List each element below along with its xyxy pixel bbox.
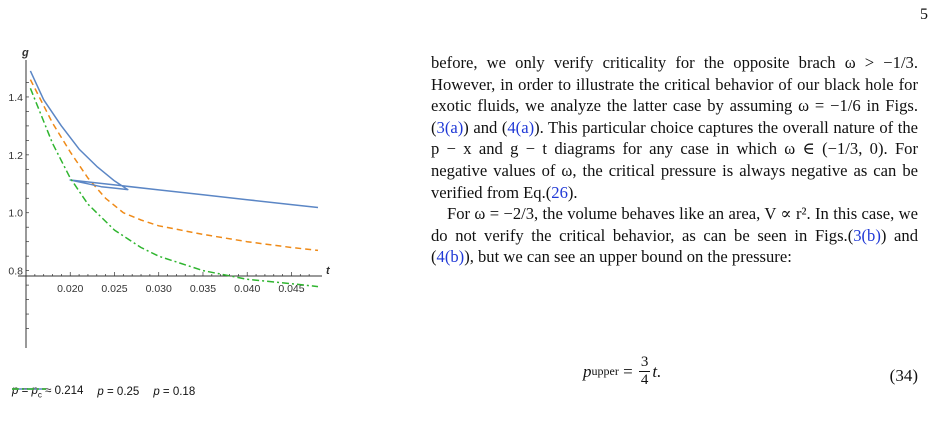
ref-fig-3a[interactable]: 3(a) bbox=[436, 117, 464, 137]
series-line-1 bbox=[29, 70, 319, 209]
x-tick-label: 0.040 bbox=[234, 283, 260, 295]
figure-g-vs-t: 0.020 0.025 0.030 0.035 0.040 0.045 0.8 1.0 1.2 1… bbox=[0, 40, 400, 420]
ref-fig-4a[interactable]: 4(a) bbox=[507, 117, 535, 137]
x-tick-label: 0.030 bbox=[146, 283, 172, 295]
page-number: 5 bbox=[920, 6, 928, 23]
y-tick-label: 0.8 bbox=[8, 266, 23, 278]
y-tick-label: 1.0 bbox=[8, 208, 23, 220]
g-t-chart: 0.020 0.025 0.030 0.035 0.040 0.045 0.8 1.0 1.2 1… bbox=[8, 47, 331, 348]
y-tick-label: 1.4 bbox=[8, 92, 23, 104]
series-line-0 bbox=[29, 79, 319, 252]
legend-item-p018: p = 0.18 bbox=[12, 386, 196, 399]
equation-number: (34) bbox=[889, 366, 918, 385]
x-axis-label: t bbox=[326, 265, 331, 277]
x-tick-label: 0.020 bbox=[57, 283, 83, 295]
ref-fig-3b[interactable]: 3(b) bbox=[853, 225, 881, 245]
y-axis-label: g bbox=[21, 47, 29, 59]
body-text: before, we only verify criticality for t… bbox=[431, 52, 918, 268]
x-tick-label: 0.035 bbox=[190, 283, 216, 295]
x-tick-label: 0.025 bbox=[101, 283, 127, 295]
paragraph-1: before, we only verify criticality for t… bbox=[431, 53, 918, 202]
paragraph-2: For ω = −2/3, the volume behaves like an… bbox=[431, 204, 918, 267]
ref-eq-26[interactable]: 26 bbox=[551, 182, 568, 202]
chart-legend: p = pc ≈ 0.214 p = 0.25 p = 0.18 bbox=[12, 385, 209, 399]
x-tick-label: 0.045 bbox=[278, 283, 304, 295]
ref-fig-4b[interactable]: 4(b) bbox=[436, 247, 465, 267]
y-tick-label: 1.2 bbox=[8, 150, 23, 162]
series-line-2 bbox=[29, 88, 319, 288]
legend-item-p025: p = 0.25 bbox=[12, 386, 140, 399]
